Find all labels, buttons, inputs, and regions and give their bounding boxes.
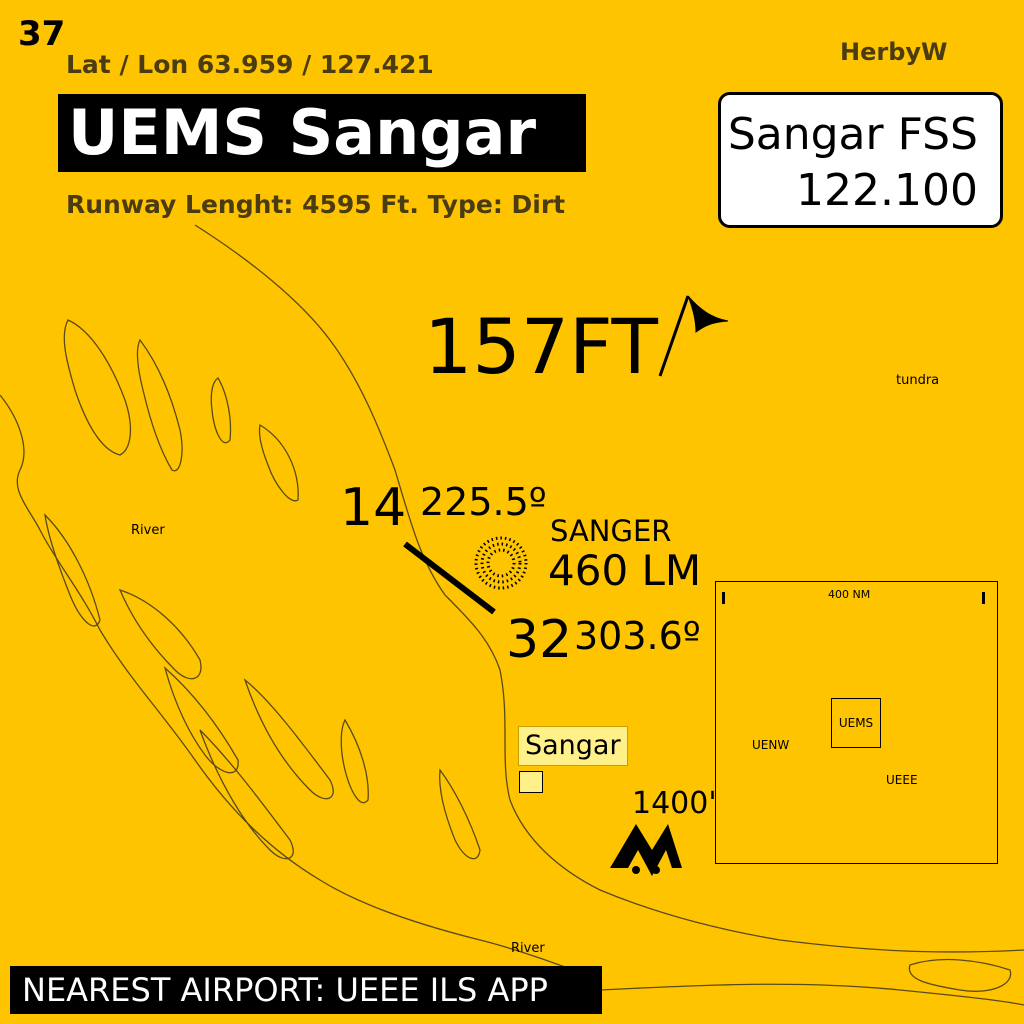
peak-icon (610, 824, 682, 876)
nearest-airport-banner: NEAREST AIRPORT: UEEE ILS APP (10, 966, 602, 1014)
island-7 (163, 666, 239, 774)
island-5 (44, 513, 101, 627)
river-bank-west (0, 394, 601, 981)
town-marker-icon (519, 771, 543, 793)
author: HerbyW (840, 38, 948, 66)
inset-scale: 400 NM (828, 588, 871, 601)
island-3 (210, 377, 232, 444)
fss-box: Sangar FSS 122.100 (718, 92, 1003, 228)
fss-frequency: 122.100 (796, 165, 978, 216)
label-river-1: River (131, 523, 165, 538)
inset-airport-ueee: UEEE (886, 773, 918, 787)
island-10 (340, 718, 369, 804)
lat-lon: Lat / Lon 63.959 / 127.421 (66, 50, 434, 79)
island-8 (243, 678, 334, 800)
town-label: Sangar (518, 726, 628, 766)
label-tundra: tundra (896, 373, 940, 388)
page-number: 37 (18, 14, 66, 54)
island-11 (439, 768, 481, 860)
runway-info: Runway Lenght: 4595 Ft. Type: Dirt (66, 190, 566, 219)
runway-heading-14: 225.5º (420, 480, 547, 524)
peak-height: 1400' (632, 786, 717, 821)
page-title: UEMS Sangar (58, 94, 586, 172)
island-6 (118, 588, 202, 680)
label-river-2: River (511, 941, 545, 956)
runway-end-14: 14 (340, 478, 407, 538)
runway (403, 541, 496, 615)
fss-name: Sangar FSS (727, 109, 978, 160)
island-1 (63, 319, 132, 456)
inset-map: 400 NM UEMS UENW UEEE (715, 581, 998, 864)
runway-heading-32: 303.6º (574, 614, 701, 658)
island-9 (199, 729, 294, 860)
ndb-frequency: 460 LM (548, 546, 702, 595)
far-bank (599, 983, 1024, 1006)
elevation: 157FT (424, 302, 658, 391)
scale-tick-left (722, 592, 725, 604)
lake (908, 958, 1012, 992)
inset-airport-uenw: UENW (752, 738, 790, 752)
ndb-name: SANGER (550, 514, 672, 548)
runway-end-32: 32 (506, 610, 573, 670)
river-bank-east (194, 224, 1024, 953)
flag-icon (658, 295, 729, 377)
scale-tick-right (982, 592, 985, 604)
island-2 (136, 338, 183, 472)
island-4 (258, 423, 299, 502)
ndb-dot-circle (474, 536, 528, 590)
inset-airport-uems: UEMS (831, 698, 881, 748)
